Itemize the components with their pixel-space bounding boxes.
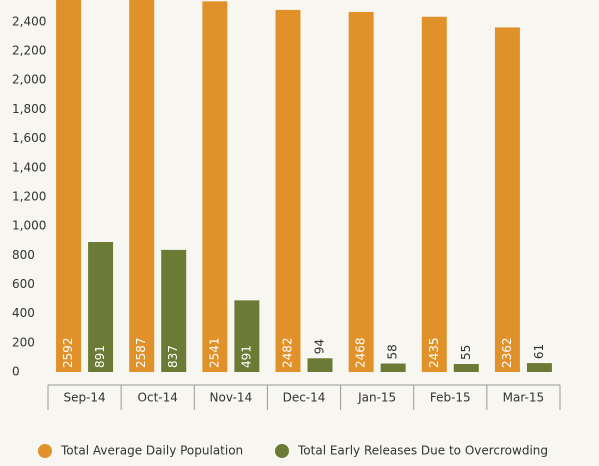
- value-label: 58: [386, 344, 400, 359]
- bar: [234, 300, 260, 372]
- y-tick-label: 1,800: [12, 102, 46, 116]
- bars: [56, 0, 552, 373]
- y-tick-label: 1,200: [12, 189, 46, 203]
- y-tick-label: 800: [12, 248, 35, 262]
- value-label: 2468: [354, 337, 368, 368]
- value-label: 55: [459, 345, 473, 360]
- bar: [526, 363, 552, 372]
- x-tick-label: Dec-14: [283, 391, 326, 405]
- bar: [88, 242, 114, 372]
- bar: [129, 0, 155, 372]
- bar: [275, 9, 301, 372]
- legend-swatch: [38, 444, 52, 458]
- bar: [202, 1, 228, 373]
- bar: [56, 0, 82, 372]
- value-label: 2587: [134, 337, 148, 368]
- bar: [307, 358, 333, 372]
- bar: [380, 363, 406, 372]
- value-label: 2435: [427, 337, 441, 368]
- value-label: 94: [313, 339, 327, 354]
- bar: [453, 363, 479, 372]
- y-tick-label: 2,400: [12, 14, 46, 28]
- y-tick-label: 1,400: [12, 160, 46, 174]
- y-tick-label: 400: [12, 306, 35, 320]
- x-tick-label: Feb-15: [430, 391, 471, 405]
- x-tick-label: Jan-15: [357, 391, 396, 405]
- value-label: 2541: [207, 337, 221, 368]
- value-label: 2362: [500, 337, 514, 368]
- value-label: 61: [532, 344, 546, 359]
- x-tick-label: Oct-14: [138, 391, 178, 405]
- y-tick-label: 0: [12, 365, 20, 379]
- x-tick-label: Nov-14: [210, 391, 253, 405]
- y-tick-label: 600: [12, 277, 35, 291]
- bar: [494, 27, 520, 373]
- bar: [421, 16, 447, 373]
- bar: [348, 11, 374, 373]
- legend-swatch: [275, 444, 289, 458]
- value-label: 491: [239, 345, 253, 368]
- x-tick-label: Sep-14: [63, 391, 105, 405]
- value-label: 2592: [61, 337, 75, 368]
- legend-label: Total Average Daily Population: [60, 444, 243, 458]
- value-label: 2482: [281, 337, 295, 368]
- legend-label: Total Early Releases Due to Overcrowding: [297, 444, 548, 458]
- value-label: 837: [166, 345, 180, 368]
- bar: [161, 249, 187, 372]
- y-tick-label: 1,600: [12, 131, 46, 145]
- y-tick-label: 1,000: [12, 219, 46, 233]
- y-tick-label: 200: [12, 335, 35, 349]
- y-tick-label: 2,200: [12, 44, 46, 58]
- y-tick-label: 2,000: [12, 73, 46, 87]
- x-tick-label: Mar-15: [503, 391, 544, 405]
- value-label: 891: [93, 345, 107, 368]
